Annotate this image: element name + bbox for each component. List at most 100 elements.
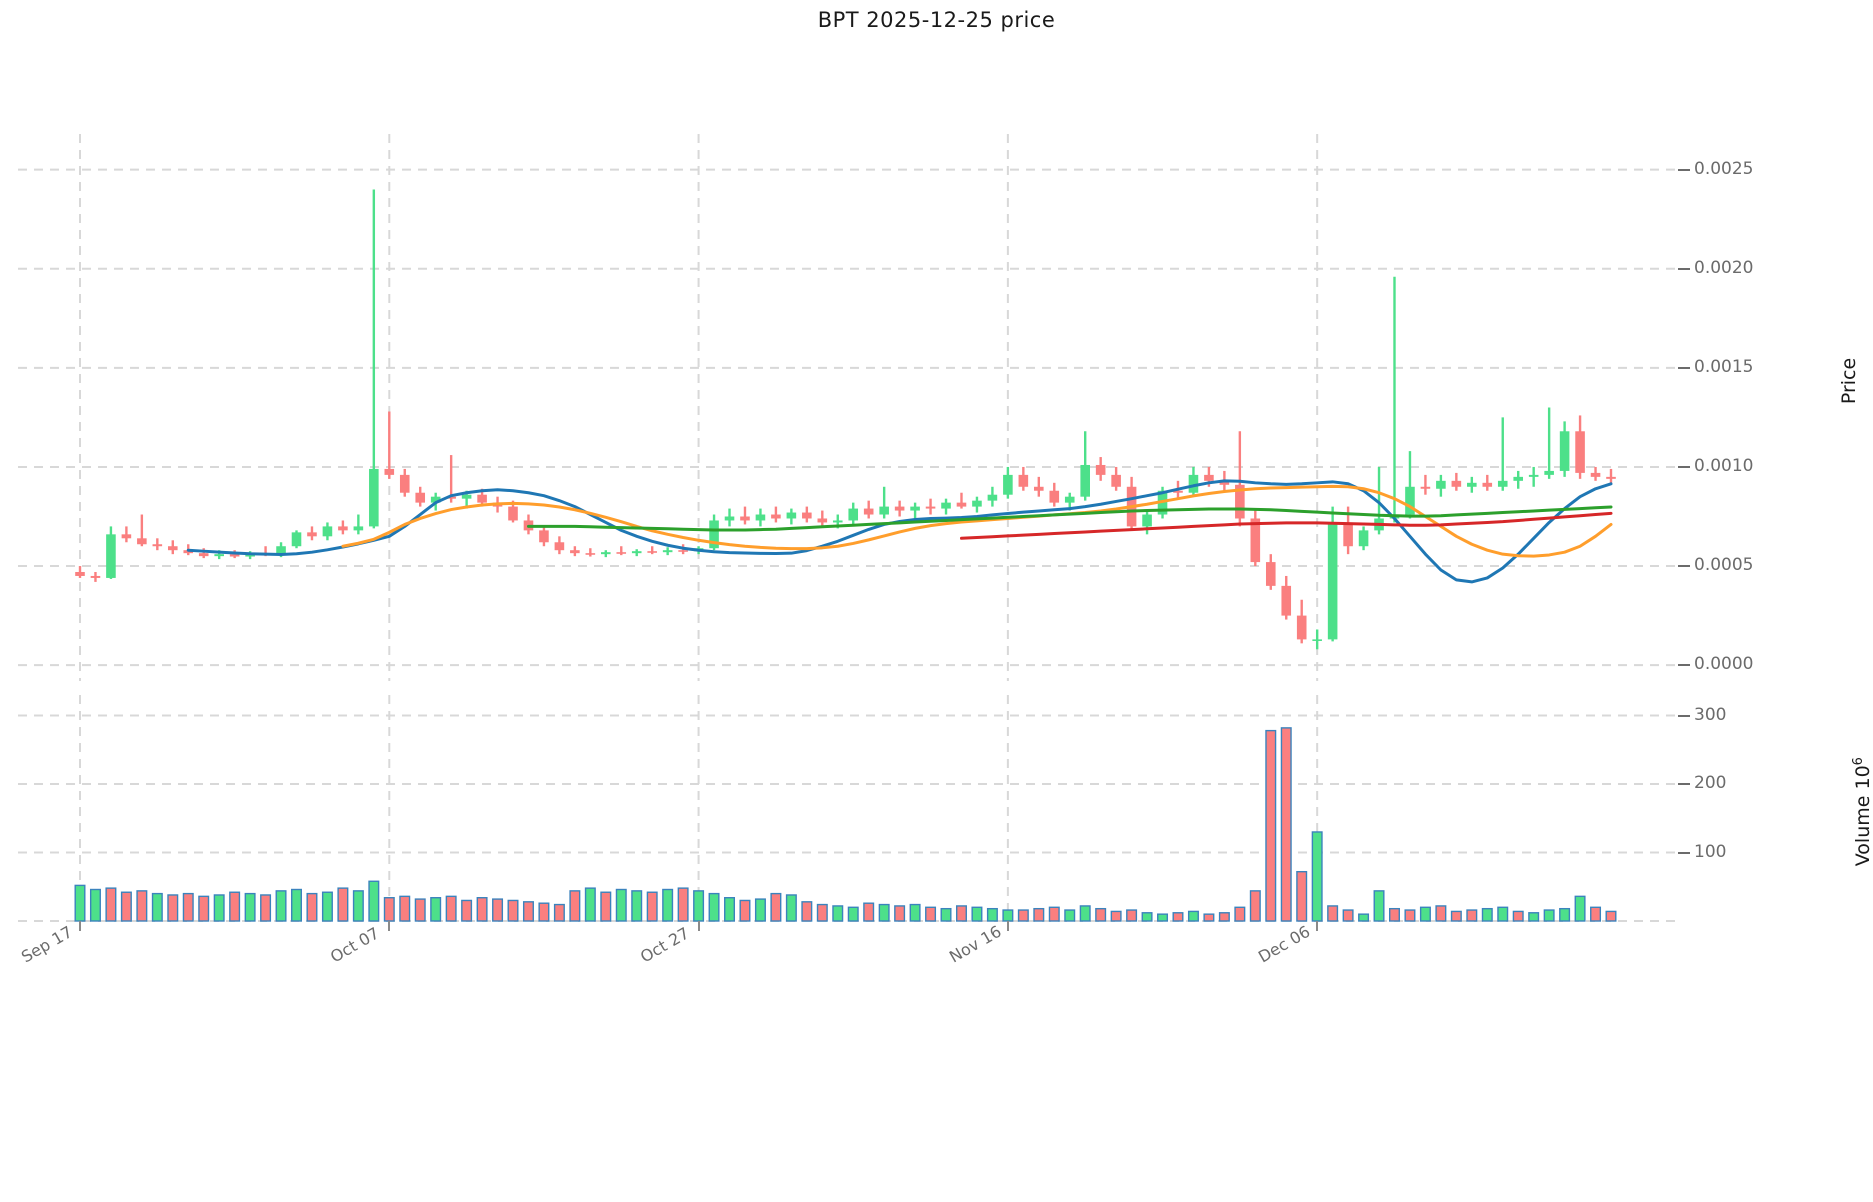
candle-body [461, 494, 472, 499]
volume-bar [1126, 909, 1138, 922]
volume-bar [136, 890, 148, 922]
volume-bar [1528, 912, 1540, 922]
candle-body [1451, 480, 1462, 487]
volume-bar [708, 892, 720, 922]
volume-bar [1311, 831, 1323, 922]
candle-body [1265, 562, 1276, 586]
candle-body [477, 494, 487, 503]
candle-body [214, 554, 224, 557]
candlestick-series [75, 189, 1616, 650]
candle-body [1018, 474, 1029, 487]
candle-body [771, 514, 781, 519]
volume-bar [1327, 905, 1339, 922]
candle-body [1204, 474, 1214, 481]
volume-bar [1342, 909, 1354, 922]
volume-bar [492, 898, 504, 922]
candle-body [1405, 486, 1415, 515]
candle-body [415, 492, 426, 503]
volume-bar [507, 899, 519, 922]
candle-body [353, 526, 364, 531]
candle-body [879, 506, 889, 515]
x-tick-label: Sep 17 [18, 922, 76, 967]
candle-body [1064, 496, 1075, 503]
volume-bar [1419, 906, 1431, 922]
price-tick-label: 0.0020 [1694, 257, 1754, 278]
x-tick-mark [79, 921, 81, 931]
price-tick-dash [1678, 664, 1690, 667]
volume-bar [1187, 910, 1199, 922]
volume-bar [291, 888, 302, 922]
candle-body [106, 534, 116, 578]
candle-body [601, 552, 611, 555]
volume-bar [1110, 910, 1122, 922]
candle-body [832, 520, 843, 523]
volume-bar [986, 907, 998, 922]
candle-body [539, 530, 549, 543]
candle-body [167, 546, 178, 551]
volume-svg [18, 695, 1678, 922]
candle-body [1312, 639, 1322, 641]
volume-bar [600, 891, 612, 922]
candle-body [616, 552, 627, 554]
candle-body [1235, 484, 1245, 519]
candle-body [1095, 464, 1106, 475]
volume-bar [739, 899, 751, 922]
volume-bar [383, 897, 395, 922]
volume-bar [105, 887, 117, 922]
price-axis-title: Price [1838, 357, 1861, 405]
candle-body [941, 502, 951, 509]
volume-bar [1404, 909, 1416, 922]
volume-bar [785, 894, 797, 922]
candle-body [1250, 518, 1261, 563]
candle-body [848, 508, 859, 521]
volume-bar [275, 890, 287, 922]
volume-bar [1234, 906, 1246, 922]
volume-bar [801, 901, 813, 922]
price-tick-dash [1678, 465, 1690, 468]
volume-bar [1218, 912, 1230, 922]
volume-tick-label: 200 [1694, 773, 1727, 794]
volume-bar [260, 894, 272, 922]
candle-body [678, 550, 688, 552]
volume-tick-dash [1678, 714, 1690, 717]
candle-body [570, 550, 580, 554]
volume-bar-plot [18, 695, 1678, 922]
candle-body [1575, 431, 1585, 473]
volume-bar [863, 902, 875, 922]
volume-bar [847, 906, 859, 922]
price-svg [18, 134, 1678, 681]
volume-bar [1358, 913, 1370, 922]
volume-bar [1497, 906, 1509, 922]
volume-bar [1280, 727, 1292, 922]
x-tick-mark [1006, 921, 1009, 931]
volume-bar [1203, 913, 1215, 922]
candle-body [709, 520, 719, 549]
candle-body [446, 496, 456, 499]
price-tick-label: 0.0005 [1694, 555, 1754, 576]
candle-body [1034, 486, 1044, 491]
x-tick-label: Dec 06 [1255, 921, 1314, 967]
price-tick-label: 0.0010 [1694, 455, 1754, 476]
volume-bar [182, 892, 194, 922]
candle-body [863, 508, 874, 515]
volume-bar [677, 887, 689, 922]
candle-body [987, 494, 998, 501]
candle-body [1296, 615, 1307, 640]
volume-bar [1574, 895, 1586, 922]
volume-bar [229, 891, 241, 922]
candle-body [229, 554, 240, 557]
volume-bar [754, 898, 766, 922]
candle-body [1281, 585, 1292, 616]
candle-body [1436, 480, 1446, 489]
candle-body [75, 571, 85, 576]
volume-bar [1466, 909, 1478, 922]
candle-body [1467, 482, 1477, 487]
volume-bar [445, 895, 457, 922]
volume-bar [461, 899, 473, 922]
candle-body [276, 546, 286, 556]
candle-body [307, 532, 317, 537]
candle-body [894, 506, 905, 511]
volume-bar [971, 906, 983, 922]
volume-bar [337, 887, 349, 922]
candle-body [1528, 474, 1539, 477]
